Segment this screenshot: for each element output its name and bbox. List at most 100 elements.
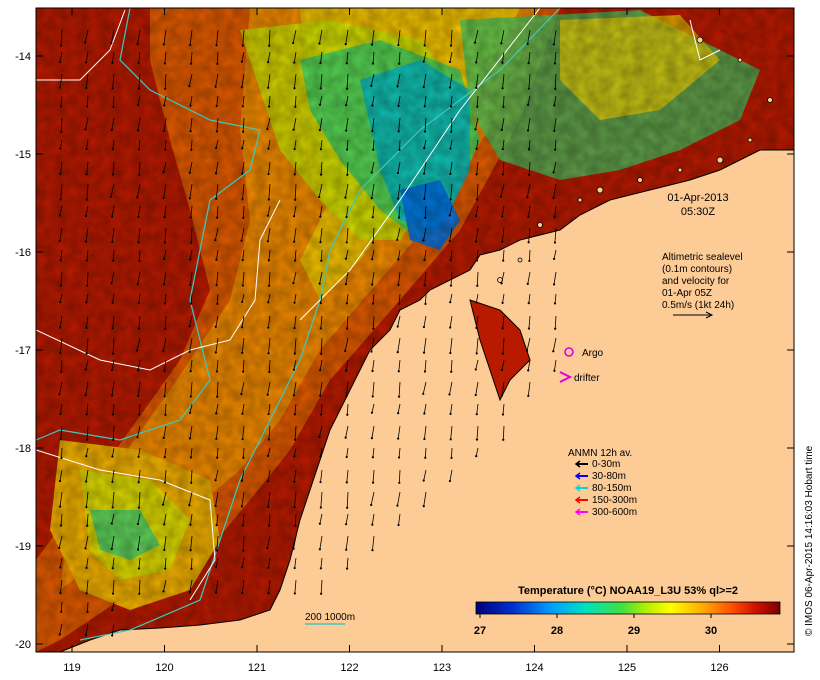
velocity-arrow	[294, 161, 297, 175]
velocity-arrow-head	[215, 104, 218, 108]
velocity-arrow	[293, 205, 297, 217]
velocity-arrow	[165, 403, 167, 415]
velocity-arrow-head	[267, 259, 270, 262]
velocity-arrow-head	[344, 196, 347, 199]
velocity-arrow	[60, 513, 63, 526]
velocity-arrow	[190, 95, 193, 106]
velocity-arrow-head	[345, 62, 348, 65]
velocity-arrow	[60, 161, 63, 174]
colorbar-gradient	[475, 601, 781, 615]
velocity-arrow	[320, 557, 323, 569]
velocity-arrow	[110, 183, 115, 197]
velocity-arrow-head	[344, 436, 347, 439]
velocity-arrow	[527, 29, 531, 44]
velocity-arrow	[138, 161, 141, 175]
velocity-arrow-head	[215, 370, 218, 373]
velocity-arrow-head	[266, 547, 269, 550]
velocity-arrow	[268, 29, 271, 46]
velocity-arrow-head	[135, 349, 139, 352]
velocity-arrow-head	[189, 456, 193, 459]
time-label: 05:30Z	[681, 206, 716, 218]
velocity-arrow-head	[216, 216, 219, 219]
velocity-arrow	[501, 381, 505, 396]
velocity-arrow	[190, 381, 193, 397]
velocity-arrow	[268, 513, 271, 526]
velocity-arrow	[190, 117, 193, 132]
velocity-arrow	[344, 337, 349, 352]
velocity-arrow	[294, 557, 297, 569]
velocity-arrow	[528, 161, 531, 175]
velocity-arrow	[502, 403, 505, 415]
velocity-arrow	[112, 557, 115, 569]
velocity-arrow-head	[241, 284, 244, 287]
velocity-arrow-head	[345, 148, 349, 151]
velocity-arrow-head	[371, 241, 375, 244]
velocity-arrow	[111, 205, 115, 217]
velocity-arrow	[398, 117, 401, 132]
velocity-arrow-head	[500, 128, 503, 131]
colorbar-title: Temperature (°C) NOAA19_L3U 53% ql>=2	[518, 585, 738, 597]
velocity-arrow-head	[110, 394, 114, 397]
velocity-arrow	[398, 359, 401, 372]
velocity-arrow-head	[164, 327, 167, 330]
velocity-arrow	[138, 293, 141, 304]
velocity-arrow	[267, 469, 271, 482]
velocity-arrow	[450, 271, 453, 286]
velocity-arrow	[189, 337, 193, 352]
velocity-arrow	[111, 601, 115, 611]
velocity-arrow	[346, 381, 349, 397]
velocity-arrow	[268, 183, 271, 200]
velocity-arrow-head	[318, 522, 321, 525]
velocity-arrow	[60, 183, 63, 200]
colorbar-tick-label: 27	[474, 625, 486, 637]
legend-swatch-head	[574, 496, 581, 504]
velocity-arrow-head	[527, 215, 530, 218]
velocity-arrow-head	[527, 302, 530, 305]
velocity-arrow	[137, 381, 141, 396]
velocity-arrow	[215, 557, 219, 567]
velocity-arrow	[424, 117, 427, 132]
velocity-arrow	[502, 293, 505, 303]
velocity-arrow-head	[241, 524, 244, 527]
velocity-arrow	[476, 161, 479, 175]
velocity-arrow-head	[423, 172, 426, 175]
velocity-arrow-head	[500, 368, 504, 372]
velocity-arrow-head	[162, 43, 165, 46]
velocity-arrow	[553, 183, 557, 198]
velocity-arrow-head	[112, 438, 115, 441]
velocity-arrow-head	[527, 327, 531, 330]
velocity-arrow-head	[372, 327, 375, 330]
velocity-arrow-head	[345, 369, 348, 372]
velocity-arrow	[554, 227, 557, 243]
sealevel-contour-1	[36, 9, 126, 81]
velocity-arrow	[216, 447, 219, 458]
velocity-arrow	[241, 227, 245, 241]
velocity-arrow-head	[293, 352, 296, 355]
velocity-arrow	[500, 29, 505, 44]
velocity-arrow	[553, 271, 557, 285]
velocity-arrow	[138, 557, 141, 569]
velocity-arrow-head	[241, 105, 244, 108]
legend-swatch-head	[574, 472, 581, 480]
velocity-arrow-head	[164, 148, 167, 151]
velocity-arrow-head	[214, 239, 217, 242]
velocity-arrow	[501, 205, 505, 217]
velocity-arrow	[113, 95, 115, 107]
velocity-arrow	[294, 95, 297, 107]
velocity-arrow	[346, 161, 349, 175]
altimetry-line-1: Altimetric sealevel	[662, 252, 743, 263]
velocity-arrow-head	[190, 302, 193, 305]
velocity-arrow-head	[344, 523, 348, 526]
velocity-arrow	[397, 403, 401, 414]
velocity-arrow	[188, 491, 193, 506]
velocity-arrow-head	[422, 505, 425, 508]
velocity-arrow-head	[293, 480, 296, 483]
velocity-arrow-head	[85, 480, 88, 483]
velocity-arrow-head	[267, 147, 270, 150]
velocity-arrow	[320, 249, 323, 261]
velocity-arrow	[371, 249, 375, 260]
velocity-arrow	[450, 161, 453, 174]
velocity-arrow	[163, 425, 167, 438]
velocity-arrow	[372, 205, 375, 218]
velocity-arrow-head	[449, 438, 452, 441]
